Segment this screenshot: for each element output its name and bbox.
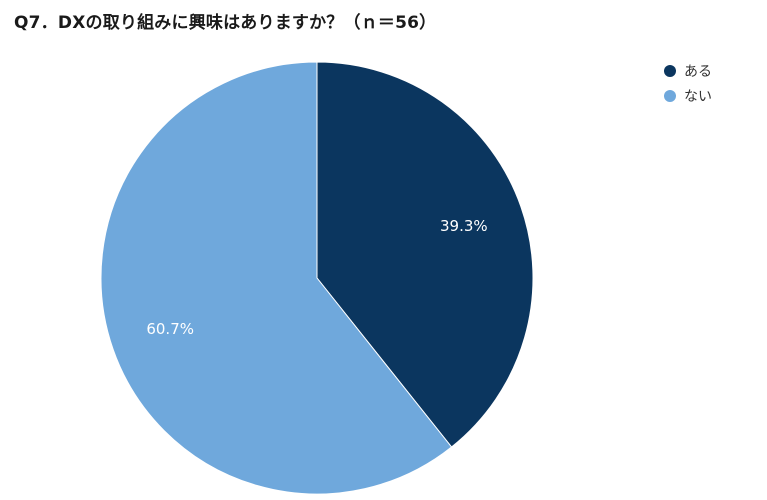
- pie-slice-1: [100, 61, 453, 495]
- legend-label-0: ある: [684, 63, 712, 80]
- chart-title: Q7．DXの取り組みに興味はありますか？（ｎ＝56）: [14, 13, 437, 33]
- legend-swatch-1: [664, 89, 676, 102]
- pie-slice-0: [316, 61, 534, 448]
- legend: ある ない: [664, 58, 712, 108]
- legend-item-0: ある: [664, 58, 712, 83]
- data-label-1: 60.7%: [146, 320, 194, 338]
- data-label-0: 39.3%: [440, 217, 488, 235]
- legend-swatch-0: [664, 64, 676, 77]
- legend-label-1: ない: [684, 88, 712, 105]
- legend-item-1: ない: [664, 83, 712, 108]
